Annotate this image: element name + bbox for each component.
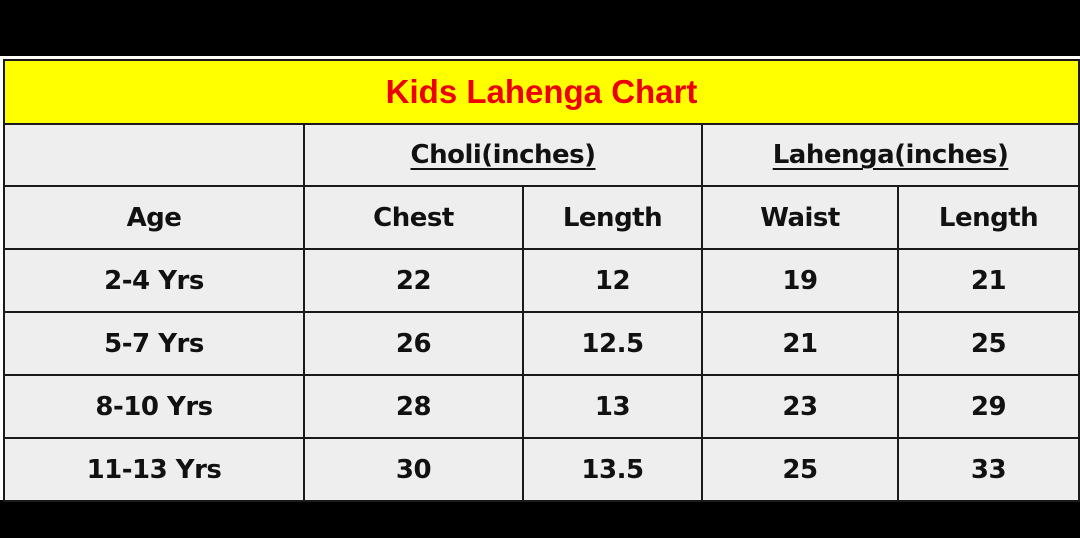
- waist-cell: 21: [701, 311, 899, 376]
- group-header-row: Choli(inches) Lahenga(inches): [3, 123, 1080, 187]
- chest-column-header: Chest: [303, 185, 524, 250]
- age-cell: 8-10 Yrs: [3, 374, 305, 439]
- title-row: Kids Lahenga Chart: [2, 59, 1080, 125]
- lahenga-length-cell: 33: [896, 437, 1080, 502]
- waist-cell: 19: [701, 248, 899, 313]
- size-chart-sheet: Kids Lahenga Chart Choli(inches) Lahenga…: [0, 56, 1080, 502]
- table-row: 11-13 Yrs 30 13.5 25 33: [3, 437, 1080, 502]
- waist-column-header: Waist: [701, 185, 899, 250]
- table-row: 2-4 Yrs 22 12 19 21: [3, 248, 1080, 313]
- lahenga-group-header: Lahenga(inches): [700, 123, 1080, 187]
- age-cell: 2-4 Yrs: [3, 248, 305, 313]
- lahenga-length-cell: 29: [896, 374, 1080, 439]
- choli-length-cell: 12.5: [522, 311, 703, 376]
- age-cell: 11-13 Yrs: [3, 437, 305, 502]
- lahenga-length-column-header: Length: [896, 185, 1080, 250]
- age-cell: 5-7 Yrs: [3, 311, 305, 376]
- chart-title: Kids Lahenga Chart: [2, 59, 1080, 125]
- choli-length-cell: 12: [522, 248, 703, 313]
- chest-cell: 22: [303, 248, 524, 313]
- choli-length-column-header: Length: [522, 185, 703, 250]
- chest-cell: 30: [303, 437, 524, 502]
- lahenga-length-cell: 21: [896, 248, 1080, 313]
- column-header-row: Age Chest Length Waist Length: [3, 185, 1080, 250]
- choli-length-cell: 13.5: [522, 437, 703, 502]
- chest-cell: 28: [303, 374, 524, 439]
- size-chart-table: Kids Lahenga Chart Choli(inches) Lahenga…: [2, 59, 1080, 502]
- lahenga-length-cell: 25: [896, 311, 1080, 376]
- choli-length-cell: 13: [522, 374, 703, 439]
- lahenga-group-label: Lahenga(inches): [772, 140, 1009, 170]
- waist-cell: 23: [701, 374, 899, 439]
- table-row: 8-10 Yrs 28 13 23 29: [3, 374, 1080, 439]
- chest-cell: 26: [303, 311, 524, 376]
- waist-cell: 25: [701, 437, 899, 502]
- choli-group-header: Choli(inches): [303, 123, 703, 187]
- blank-header-cell: [3, 123, 305, 187]
- age-column-header: Age: [3, 185, 305, 250]
- table-row: 5-7 Yrs 26 12.5 21 25: [3, 311, 1080, 376]
- choli-group-label: Choli(inches): [410, 140, 597, 170]
